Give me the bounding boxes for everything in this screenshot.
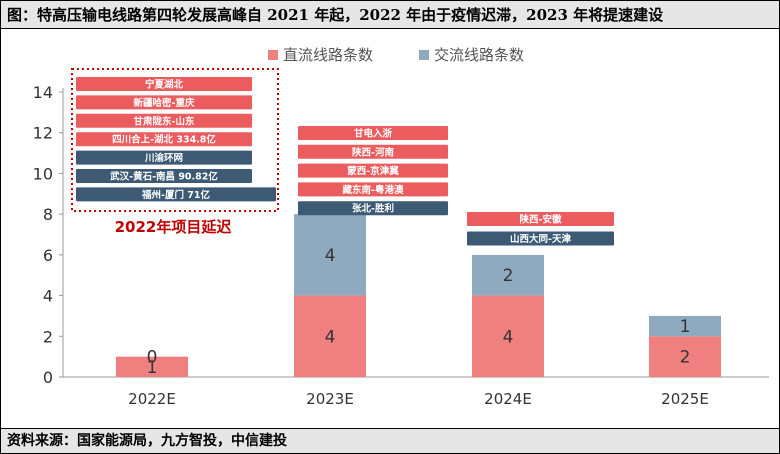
project-tag [76, 150, 252, 165]
y-tick-label: 4 [43, 287, 53, 306]
project-tag [76, 113, 252, 128]
figure-title: 图：特高压输电线路第四轮发展高峰自 2021 年起，2022 年由于疫情迟滞，2… [1, 1, 779, 29]
project-tag [76, 187, 276, 202]
project-tag [298, 163, 448, 178]
bar-segment [116, 356, 188, 377]
legend-label: 直流线路条数 [283, 46, 373, 64]
project-tag-label: 川渝环网 [144, 152, 183, 164]
bar-segment [649, 336, 721, 377]
delay-highlight-box [71, 68, 279, 212]
figure-source: 资料来源：国家能源局，九方智投，中信建投 [1, 428, 779, 453]
bar-segment [649, 315, 721, 337]
y-tick-label: 12 [33, 124, 53, 143]
bar-segment [294, 214, 366, 296]
delay-annotation: 2022年项目延迟 [115, 218, 232, 236]
data-label: 4 [503, 327, 514, 347]
data-label: 1 [147, 358, 158, 378]
data-label: 0 [147, 348, 158, 368]
project-tag [298, 126, 448, 140]
legend-swatch [268, 50, 278, 60]
x-tick-label: 2022E [128, 390, 176, 408]
project-tag-label: 陕西-河南 [352, 146, 394, 158]
project-tag [76, 95, 252, 110]
project-tag-label: 蒙西-京津冀 [347, 165, 399, 177]
data-label: 2 [503, 266, 514, 286]
data-label: 2 [680, 348, 691, 368]
project-tag-label: 甘电入浙 [354, 128, 393, 140]
y-tick-label: 8 [43, 205, 53, 224]
x-tick-label: 2024E [484, 390, 532, 408]
x-tick-label: 2025E [661, 390, 709, 408]
project-tag [467, 231, 614, 246]
legend-label: 交流线路条数 [434, 46, 524, 64]
bar-segment [294, 295, 366, 377]
bar-segment [472, 295, 544, 377]
project-tag [298, 182, 448, 197]
y-tick-label: 6 [43, 246, 53, 265]
y-tick-label: 10 [33, 164, 53, 183]
y-tick-label: 0 [43, 368, 53, 387]
project-tag [76, 132, 252, 147]
bar-segment [472, 254, 544, 296]
project-tag [298, 201, 448, 216]
project-tag-label: 山西大同-天津 [510, 233, 571, 245]
y-tick-label: 2 [43, 327, 53, 346]
project-tag-label: 甘肃陇东-山东 [134, 115, 195, 127]
project-tag [76, 169, 252, 183]
project-tag-label: 武汉-黄石-南昌 90.82亿 [110, 171, 218, 183]
project-tag [76, 77, 252, 91]
project-tag-label: 四川合上-湖北 334.8亿 [112, 134, 216, 146]
project-tag-label: 宁夏湖北 [145, 79, 184, 91]
project-tag [298, 144, 448, 159]
data-label: 1 [680, 317, 691, 337]
project-tag-label: 陕西-安徽 [520, 214, 562, 226]
project-tag-label: 福州-厦门 71亿 [141, 189, 210, 201]
data-label: 4 [325, 327, 336, 347]
project-tag-label: 张北-胜利 [352, 203, 394, 215]
legend-swatch [419, 50, 429, 60]
data-label: 4 [325, 246, 336, 266]
project-tag-label: 藏东南-粤港澳 [343, 184, 404, 196]
project-tag-label: 新疆哈密-重庆 [134, 97, 195, 109]
x-tick-label: 2023E [306, 390, 354, 408]
project-tag [467, 212, 614, 226]
y-tick-label: 14 [33, 83, 53, 102]
